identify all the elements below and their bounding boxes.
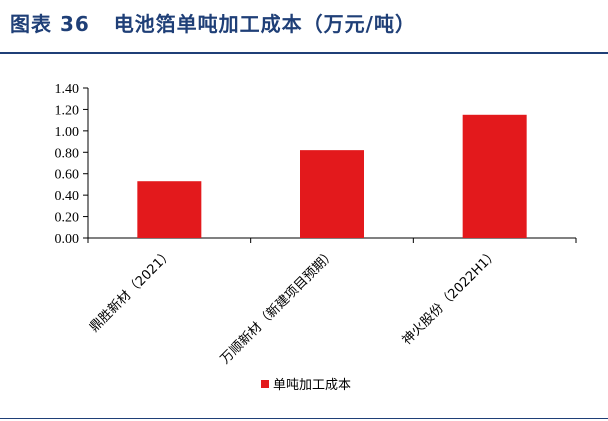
bottom-divider [0,418,608,419]
y-tick-label: 0.00 [55,232,80,247]
y-tick-label: 1.40 [55,82,80,97]
x-category-label: 神火股份（2022H1） [400,246,502,348]
x-category-label: 鼎胜新材（2021） [86,246,176,336]
figure-title: 图表 36 电池箔单吨加工成本（万元/吨） [10,8,416,37]
y-tick-label: 0.80 [55,146,80,161]
x-category-label: 万顺新材（新建项目预期） [217,246,339,368]
figure-label: 图表 36 [10,12,90,36]
bar [137,181,202,238]
title-divider [0,52,608,54]
y-tick-label: 0.20 [55,211,80,226]
y-tick-label: 1.00 [55,125,80,140]
bar [462,114,527,238]
chart-title: 电池箔单吨加工成本（万元/吨） [113,12,416,36]
legend-swatch [261,380,269,388]
y-tick-label: 1.20 [55,103,80,118]
bar [300,150,364,238]
y-tick-label: 0.40 [55,189,80,204]
y-tick-label: 0.60 [55,168,80,183]
legend-label: 单吨加工成本 [273,378,351,393]
